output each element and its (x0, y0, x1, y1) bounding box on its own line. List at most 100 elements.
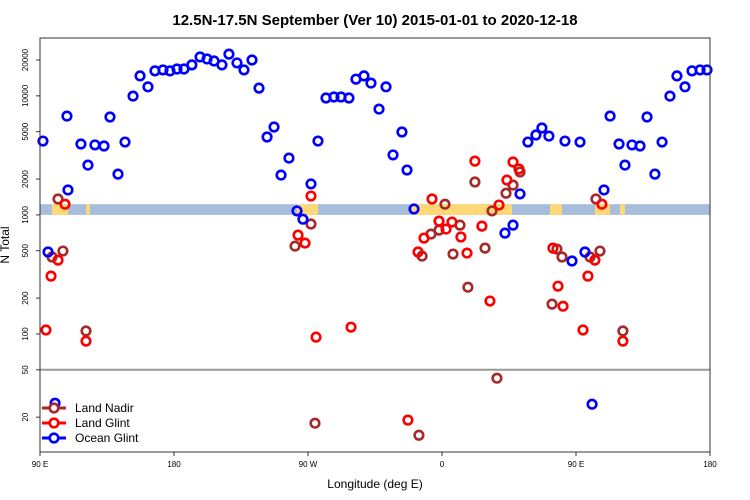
x-tick-label: 90 E (568, 460, 584, 469)
point-ocean-glint (566, 255, 578, 267)
point-ocean-glint (664, 90, 676, 102)
point-ocean-glint (238, 64, 250, 76)
point-ocean-glint (656, 136, 668, 148)
point-ocean-glint (507, 219, 519, 231)
point-ocean-glint (634, 140, 646, 152)
point-land-nadir (469, 176, 481, 188)
point-ocean-glint (499, 227, 511, 239)
point-land-glint (476, 220, 488, 232)
land-segment (411, 204, 512, 215)
point-land-glint (557, 300, 569, 312)
y-tick-label: 20 (21, 412, 30, 421)
y-tick-label: 100 (21, 327, 30, 341)
point-land-glint (310, 331, 322, 343)
y-axis: 20 50 100 200 500 1000 2000 5000 10000 20000 (21, 48, 40, 422)
point-ocean-glint (604, 110, 616, 122)
point-ocean-glint (42, 246, 54, 258)
point-ocean-glint (373, 103, 385, 115)
point-ocean-glint (586, 398, 598, 410)
legend-label: Land Glint (75, 416, 130, 430)
point-land-glint (305, 190, 317, 202)
x-tick-label: 90 E (32, 460, 48, 469)
point-ocean-glint (142, 81, 154, 93)
point-land-nadir (439, 198, 451, 210)
point-ocean-glint (358, 70, 370, 82)
point-ocean-glint (694, 64, 706, 76)
point-ocean-glint (522, 136, 534, 148)
land-segment (619, 204, 625, 215)
point-ocean-glint (112, 168, 124, 180)
legend-marker (48, 402, 60, 414)
legend-item: Land Nadir (42, 401, 134, 415)
land-segment (86, 204, 91, 215)
point-ocean-glint (134, 70, 146, 82)
point-land-glint (547, 242, 559, 254)
point-land-glint (484, 295, 496, 307)
point-land-glint (589, 254, 601, 266)
point-ocean-glint (312, 135, 324, 147)
point-land-nadir (500, 187, 512, 199)
x-axis-label: Longitude (deg E) (327, 477, 422, 491)
point-ocean-glint (62, 184, 74, 196)
point-ocean-glint (216, 59, 228, 71)
point-land-nadir (289, 240, 301, 252)
point-land-glint (455, 231, 467, 243)
point-land-glint (596, 198, 608, 210)
point-land-glint (80, 335, 92, 347)
point-ocean-glint (613, 138, 625, 150)
point-land-glint (469, 155, 481, 167)
point-land-nadir (80, 325, 92, 337)
point-land-nadir (594, 245, 606, 257)
point-ocean-glint (104, 111, 116, 123)
point-land-glint (440, 223, 452, 235)
point-land-nadir (305, 218, 317, 230)
point-land-glint (507, 156, 519, 168)
legend-marker (48, 432, 60, 444)
point-ocean-glint (536, 122, 548, 134)
point-land-glint (345, 321, 357, 333)
point-ocean-glint (283, 152, 295, 164)
point-land-nadir (462, 281, 474, 293)
point-land-nadir (52, 193, 64, 205)
point-land-glint (402, 414, 414, 426)
point-ocean-glint (246, 54, 258, 66)
point-land-nadir (447, 248, 459, 260)
point-ocean-glint (380, 81, 392, 93)
point-land-glint (426, 193, 438, 205)
point-ocean-glint (119, 136, 131, 148)
point-land-glint (433, 215, 445, 227)
point-land-glint (577, 324, 589, 336)
point-ocean-glint (408, 203, 420, 215)
legend-item: Ocean Glint (42, 431, 139, 445)
x-tick-label: 180 (167, 460, 181, 469)
point-ocean-glint (641, 111, 653, 123)
point-land-glint (493, 199, 505, 211)
point-land-glint (299, 237, 311, 249)
point-land-nadir (491, 372, 503, 384)
plot-frame (39, 37, 711, 453)
point-land-nadir (57, 245, 69, 257)
point-land-glint (461, 247, 473, 259)
point-land-nadir (479, 242, 491, 254)
point-ocean-glint (82, 159, 94, 171)
point-land-glint (292, 229, 304, 241)
point-ocean-glint (157, 64, 169, 76)
data-points (37, 48, 713, 441)
legend-marker (48, 417, 60, 429)
y-tick-label: 10000 (21, 84, 30, 107)
point-ocean-glint (75, 138, 87, 150)
point-ocean-glint (514, 188, 526, 200)
point-ocean-glint (291, 205, 303, 217)
land-mask-band (40, 204, 710, 215)
point-land-glint (446, 216, 458, 228)
y-axis-label: N Total (0, 226, 12, 263)
point-ocean-glint (574, 136, 586, 148)
point-land-glint (45, 270, 57, 282)
point-ocean-glint (275, 169, 287, 181)
point-land-glint (40, 324, 52, 336)
x-tick-label: 90 W (299, 460, 318, 469)
y-tick-label: 50 (21, 365, 30, 374)
point-land-glint (552, 280, 564, 292)
